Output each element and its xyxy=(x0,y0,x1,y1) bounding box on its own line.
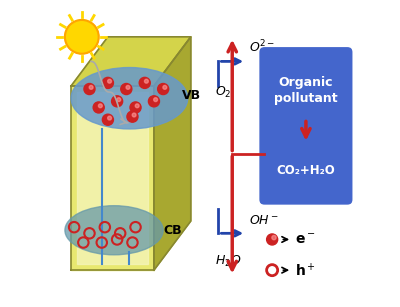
Circle shape xyxy=(267,234,278,245)
Circle shape xyxy=(130,102,141,113)
Circle shape xyxy=(108,79,112,83)
Text: VB: VB xyxy=(182,89,201,102)
FancyBboxPatch shape xyxy=(258,46,354,206)
Text: CB: CB xyxy=(163,224,182,237)
Circle shape xyxy=(117,98,121,102)
Polygon shape xyxy=(154,37,191,270)
Circle shape xyxy=(272,235,276,240)
Circle shape xyxy=(139,77,150,88)
Circle shape xyxy=(154,98,158,102)
Circle shape xyxy=(135,104,139,108)
Circle shape xyxy=(93,102,104,113)
Circle shape xyxy=(112,96,123,107)
Circle shape xyxy=(65,20,99,54)
Circle shape xyxy=(98,104,102,108)
Circle shape xyxy=(126,85,130,89)
Polygon shape xyxy=(77,92,148,264)
Circle shape xyxy=(158,84,169,95)
Polygon shape xyxy=(71,86,154,270)
Text: CO₂+H₂O: CO₂+H₂O xyxy=(276,164,335,177)
Ellipse shape xyxy=(65,206,163,255)
Circle shape xyxy=(84,84,95,95)
Text: $O^{2-}$: $O^{2-}$ xyxy=(249,39,276,55)
Circle shape xyxy=(144,79,148,83)
Text: $H_2O$: $H_2O$ xyxy=(215,253,242,269)
Text: $O_2$: $O_2$ xyxy=(215,84,232,100)
Circle shape xyxy=(108,116,112,120)
Circle shape xyxy=(121,84,132,95)
Circle shape xyxy=(148,96,160,107)
Circle shape xyxy=(163,85,167,89)
Circle shape xyxy=(102,77,114,88)
Text: $OH^-$: $OH^-$ xyxy=(249,214,279,227)
Text: $\mathbf{h}^+$: $\mathbf{h}^+$ xyxy=(295,262,316,279)
Circle shape xyxy=(102,114,114,125)
Polygon shape xyxy=(71,37,191,86)
Circle shape xyxy=(127,111,138,122)
Circle shape xyxy=(89,85,93,89)
Circle shape xyxy=(132,113,136,117)
Ellipse shape xyxy=(71,68,188,129)
Text: Organic
pollutant: Organic pollutant xyxy=(274,76,338,105)
Text: $\mathbf{e}^-$: $\mathbf{e}^-$ xyxy=(295,232,316,247)
